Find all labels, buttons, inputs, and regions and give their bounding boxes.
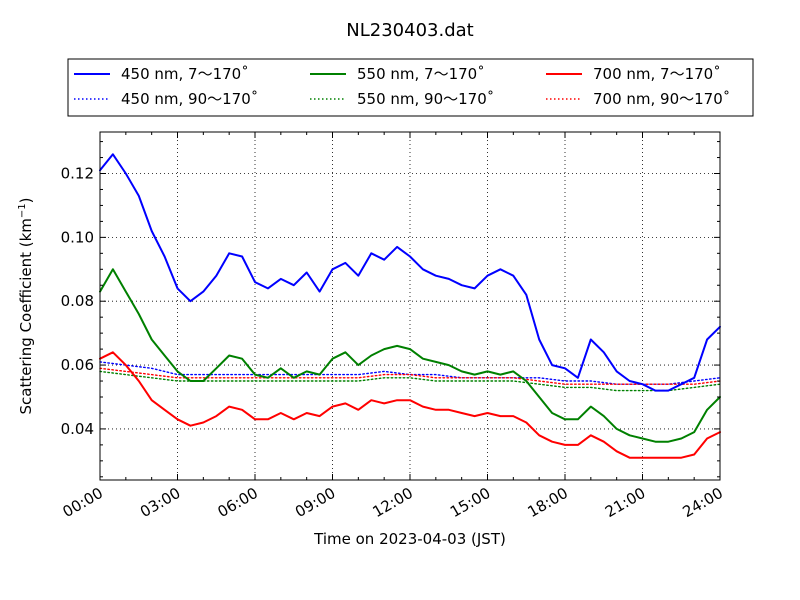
series-line-450-nm-7-170 bbox=[99, 153, 721, 392]
legend-label: 450 nm, 7～170˚ bbox=[121, 65, 249, 83]
y-axis-label-text: Scattering Coefficient (km bbox=[17, 218, 35, 414]
legend-box bbox=[67, 58, 754, 117]
y-tick-label: 0.06 bbox=[61, 356, 94, 374]
x-tick-label: 18:00 bbox=[525, 484, 571, 521]
legend-label: 700 nm, 90～170˚ bbox=[593, 90, 730, 108]
x-tick-label: 00:00 bbox=[60, 484, 106, 521]
x-tick-label: 03:00 bbox=[137, 484, 183, 521]
x-tick-label: 06:00 bbox=[215, 484, 261, 521]
series-line-450-nm-90-170 bbox=[99, 361, 721, 385]
y-axis-label-exponent: −1 bbox=[17, 203, 28, 218]
y-tick-label: 0.08 bbox=[61, 292, 94, 310]
x-axis-label: Time on 2023-04-03 (JST) bbox=[313, 530, 506, 548]
series-line-550-nm-7-170 bbox=[99, 268, 721, 443]
x-tick-label: 15:00 bbox=[447, 484, 493, 521]
series-line-700-nm-7-170 bbox=[99, 351, 721, 459]
series-layer bbox=[99, 153, 721, 459]
x-tick-label: 09:00 bbox=[292, 484, 338, 521]
legend-label: 700 nm, 7～170˚ bbox=[593, 65, 721, 83]
legend-label: 550 nm, 7～170˚ bbox=[357, 65, 485, 83]
series-line-700-nm-90-170 bbox=[99, 367, 721, 385]
axis-ticks: 00:00 03:00 06:00 09:00 12:00 15:00 18:00 21:00… bbox=[60, 132, 726, 521]
legend-label: 550 nm, 90～170˚ bbox=[357, 90, 494, 108]
legend: 450 nm, 7～170˚ 550 nm, 7～170˚ 700 nm, 7～17… bbox=[67, 58, 754, 117]
x-tick-label: 12:00 bbox=[370, 484, 416, 521]
x-tick-label: 21:00 bbox=[602, 484, 648, 521]
grid bbox=[99, 132, 721, 480]
y-tick-label: 0.12 bbox=[61, 165, 94, 183]
y-tick-label: 0.04 bbox=[61, 420, 94, 438]
y-tick-label: 0.10 bbox=[61, 228, 94, 246]
y-axis-label-close: ) bbox=[17, 197, 35, 203]
legend-label: 450 nm, 90～170˚ bbox=[121, 90, 258, 108]
y-axis-label: Scattering Coefficient (km−1) bbox=[17, 197, 35, 414]
x-tick-label: 24:00 bbox=[680, 484, 726, 521]
chart-title: NL230403.dat bbox=[346, 20, 473, 41]
